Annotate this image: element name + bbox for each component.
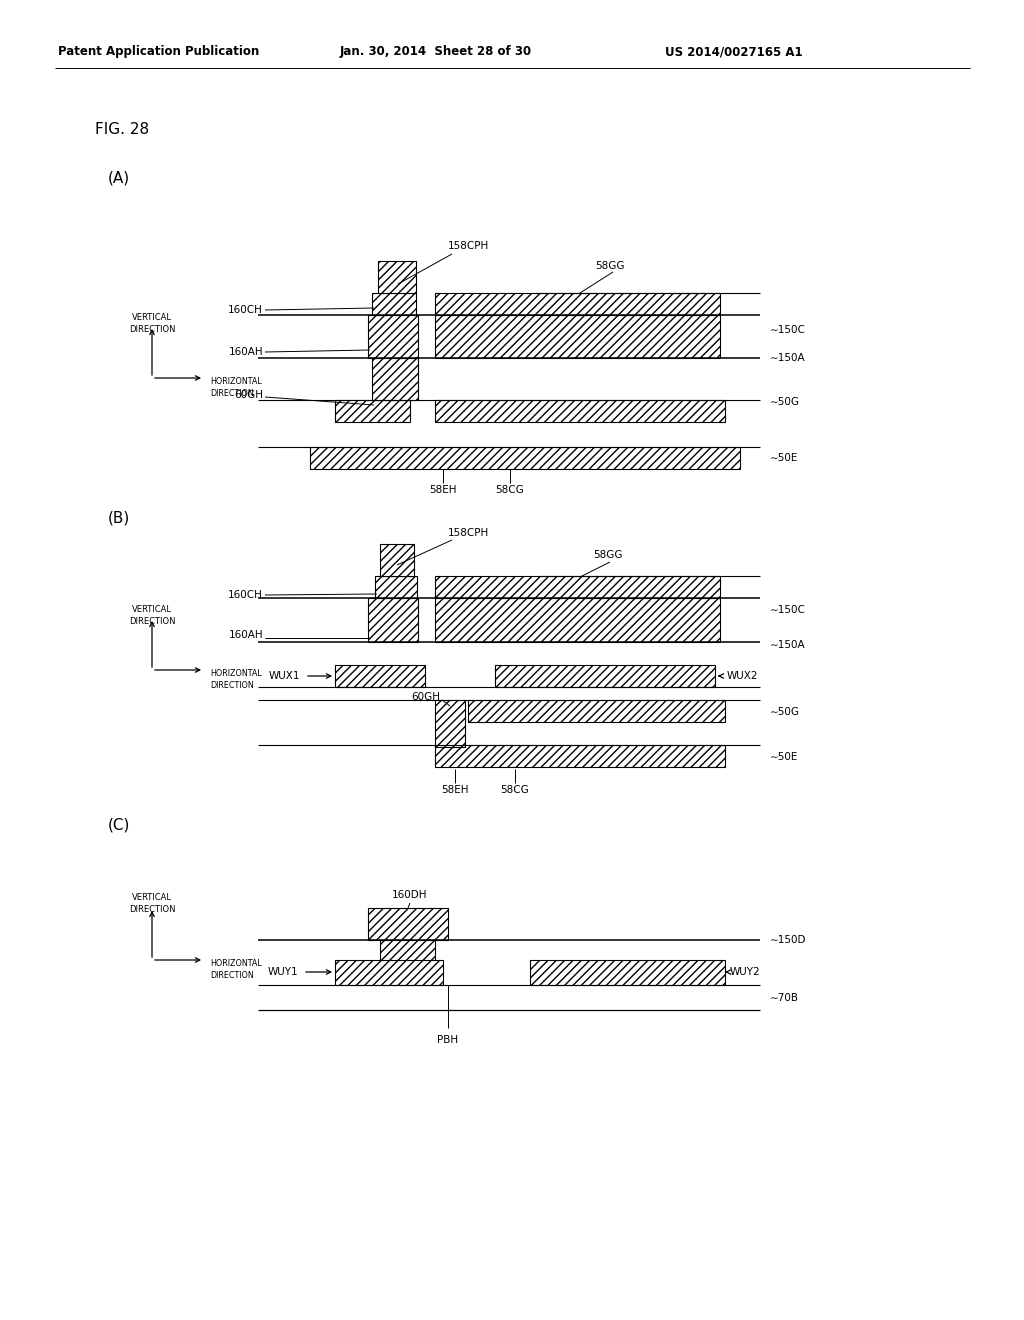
Text: 58GG: 58GG — [595, 261, 625, 271]
Text: ∼50E: ∼50E — [770, 453, 799, 463]
Text: ∼150A: ∼150A — [770, 640, 806, 649]
Text: 58GG: 58GG — [593, 550, 623, 560]
Text: 160AH: 160AH — [228, 630, 263, 640]
Bar — [335, 400, 410, 422]
Text: (B): (B) — [108, 511, 130, 525]
Text: DIRECTION: DIRECTION — [129, 906, 175, 915]
Text: DIRECTION: DIRECTION — [210, 681, 254, 690]
Bar — [335, 665, 425, 686]
Text: ∼150A: ∼150A — [770, 352, 806, 363]
Bar — [435, 700, 465, 747]
Text: 58CG: 58CG — [496, 484, 524, 495]
Text: (A): (A) — [108, 170, 130, 186]
Bar — [368, 315, 418, 358]
Text: VERTICAL: VERTICAL — [132, 606, 172, 615]
Bar — [378, 261, 416, 293]
Text: HORIZONTAL: HORIZONTAL — [210, 960, 262, 969]
Text: PBH: PBH — [437, 1035, 459, 1045]
Text: 60GH: 60GH — [411, 692, 440, 702]
Bar — [435, 400, 725, 422]
Text: HORIZONTAL: HORIZONTAL — [210, 669, 262, 678]
Bar — [310, 447, 740, 469]
Text: 58EH: 58EH — [429, 484, 457, 495]
Bar — [435, 598, 720, 642]
Text: Jan. 30, 2014  Sheet 28 of 30: Jan. 30, 2014 Sheet 28 of 30 — [340, 45, 532, 58]
Text: ∼50E: ∼50E — [770, 752, 799, 762]
Text: ∼50G: ∼50G — [770, 397, 800, 407]
Text: ∼150C: ∼150C — [770, 325, 806, 335]
Text: 58EH: 58EH — [441, 785, 469, 795]
Bar — [335, 960, 443, 985]
Text: DIRECTION: DIRECTION — [129, 326, 175, 334]
Bar — [468, 700, 725, 722]
Text: US 2014/0027165 A1: US 2014/0027165 A1 — [665, 45, 803, 58]
Text: 60GH: 60GH — [234, 389, 263, 400]
Bar — [435, 576, 720, 598]
Text: ∼150D: ∼150D — [770, 935, 807, 945]
Bar — [530, 960, 725, 985]
Bar — [435, 744, 725, 767]
Text: 160CH: 160CH — [228, 590, 263, 601]
Text: Patent Application Publication: Patent Application Publication — [58, 45, 259, 58]
Text: DIRECTION: DIRECTION — [210, 389, 254, 399]
Bar — [435, 293, 720, 315]
Text: ∼70B: ∼70B — [770, 993, 799, 1003]
Text: 160DH: 160DH — [392, 890, 428, 900]
Text: WUY2: WUY2 — [730, 968, 761, 977]
Text: WUX1: WUX1 — [268, 671, 300, 681]
Text: 160AH: 160AH — [228, 347, 263, 356]
Text: (C): (C) — [108, 817, 130, 833]
Text: DIRECTION: DIRECTION — [129, 618, 175, 627]
Bar — [380, 544, 414, 576]
Text: WUY1: WUY1 — [267, 968, 298, 977]
Bar — [380, 940, 435, 965]
Text: 58CG: 58CG — [501, 785, 529, 795]
Text: DIRECTION: DIRECTION — [210, 972, 254, 981]
Text: 160CH: 160CH — [228, 305, 263, 315]
Text: ∼150C: ∼150C — [770, 605, 806, 615]
Text: FIG. 28: FIG. 28 — [95, 123, 150, 137]
Text: ∼50G: ∼50G — [770, 708, 800, 717]
Text: WUX2: WUX2 — [727, 671, 759, 681]
Bar — [372, 358, 418, 400]
Text: HORIZONTAL: HORIZONTAL — [210, 378, 262, 387]
Bar — [495, 665, 715, 686]
Bar — [435, 315, 720, 358]
Text: 158CPH: 158CPH — [449, 242, 489, 251]
Bar — [375, 576, 417, 598]
Bar — [368, 908, 449, 940]
Text: 158CPH: 158CPH — [449, 528, 489, 539]
Text: VERTICAL: VERTICAL — [132, 314, 172, 322]
Bar — [368, 598, 418, 642]
Text: VERTICAL: VERTICAL — [132, 894, 172, 903]
Bar — [372, 293, 416, 315]
